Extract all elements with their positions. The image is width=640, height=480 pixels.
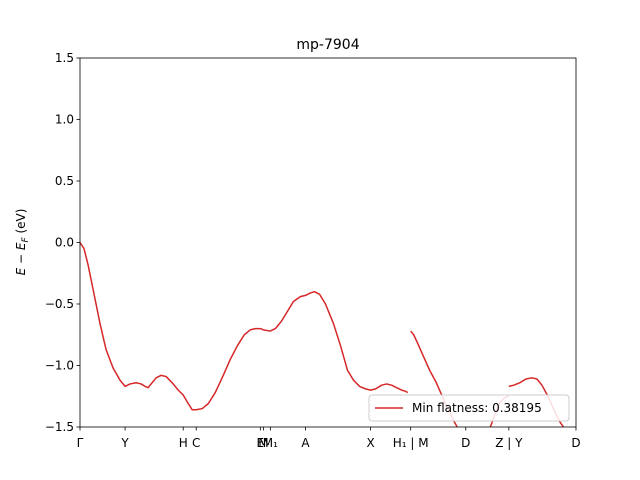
- x-tick-label: Y: [120, 436, 129, 450]
- y-axis-label: E − EF (eV): [14, 209, 31, 276]
- legend-box: [368, 394, 570, 422]
- x-tick-label: Γ: [77, 436, 84, 450]
- y-axis-label-unit: (eV): [14, 209, 28, 238]
- x-tick-label: D: [571, 436, 580, 450]
- axes-frame: [79, 57, 577, 428]
- x-tick-label: H: [179, 436, 188, 450]
- chart-title: mp-7904: [296, 37, 359, 53]
- x-tick-label: H₁ | M: [393, 436, 429, 450]
- y-tick-label: 1.0: [55, 113, 74, 127]
- x-tick-label: D: [461, 436, 470, 450]
- x-tick-label: C: [192, 436, 200, 450]
- y-tick-label: 0.0: [55, 236, 74, 250]
- series-0-line-segment-0: [80, 242, 409, 411]
- y-tick-label: −1.5: [45, 420, 74, 434]
- x-tick-label: X: [366, 436, 374, 450]
- y-axis-label-sub: F: [21, 237, 31, 243]
- legend: Min flatness: 0.38195: [368, 394, 570, 422]
- legend-label: Min flatness: 0.38195: [412, 401, 542, 415]
- x-tick-label: E: [257, 436, 265, 450]
- svg-text:E − EF (eV): E − EF (eV): [14, 209, 31, 276]
- y-tick-label: 0.5: [55, 174, 74, 188]
- x-tick-label: A: [301, 436, 310, 450]
- y-tick-label: −1.0: [45, 359, 74, 373]
- x-tick-label: M₁: [263, 436, 278, 450]
- y-axis-label-main: E − E: [14, 242, 28, 275]
- x-tick-label: M: [258, 436, 268, 450]
- x-tick-label: Z | Y: [495, 436, 523, 450]
- y-tick-label: 1.5: [55, 51, 74, 65]
- y-tick-label: −0.5: [45, 297, 74, 311]
